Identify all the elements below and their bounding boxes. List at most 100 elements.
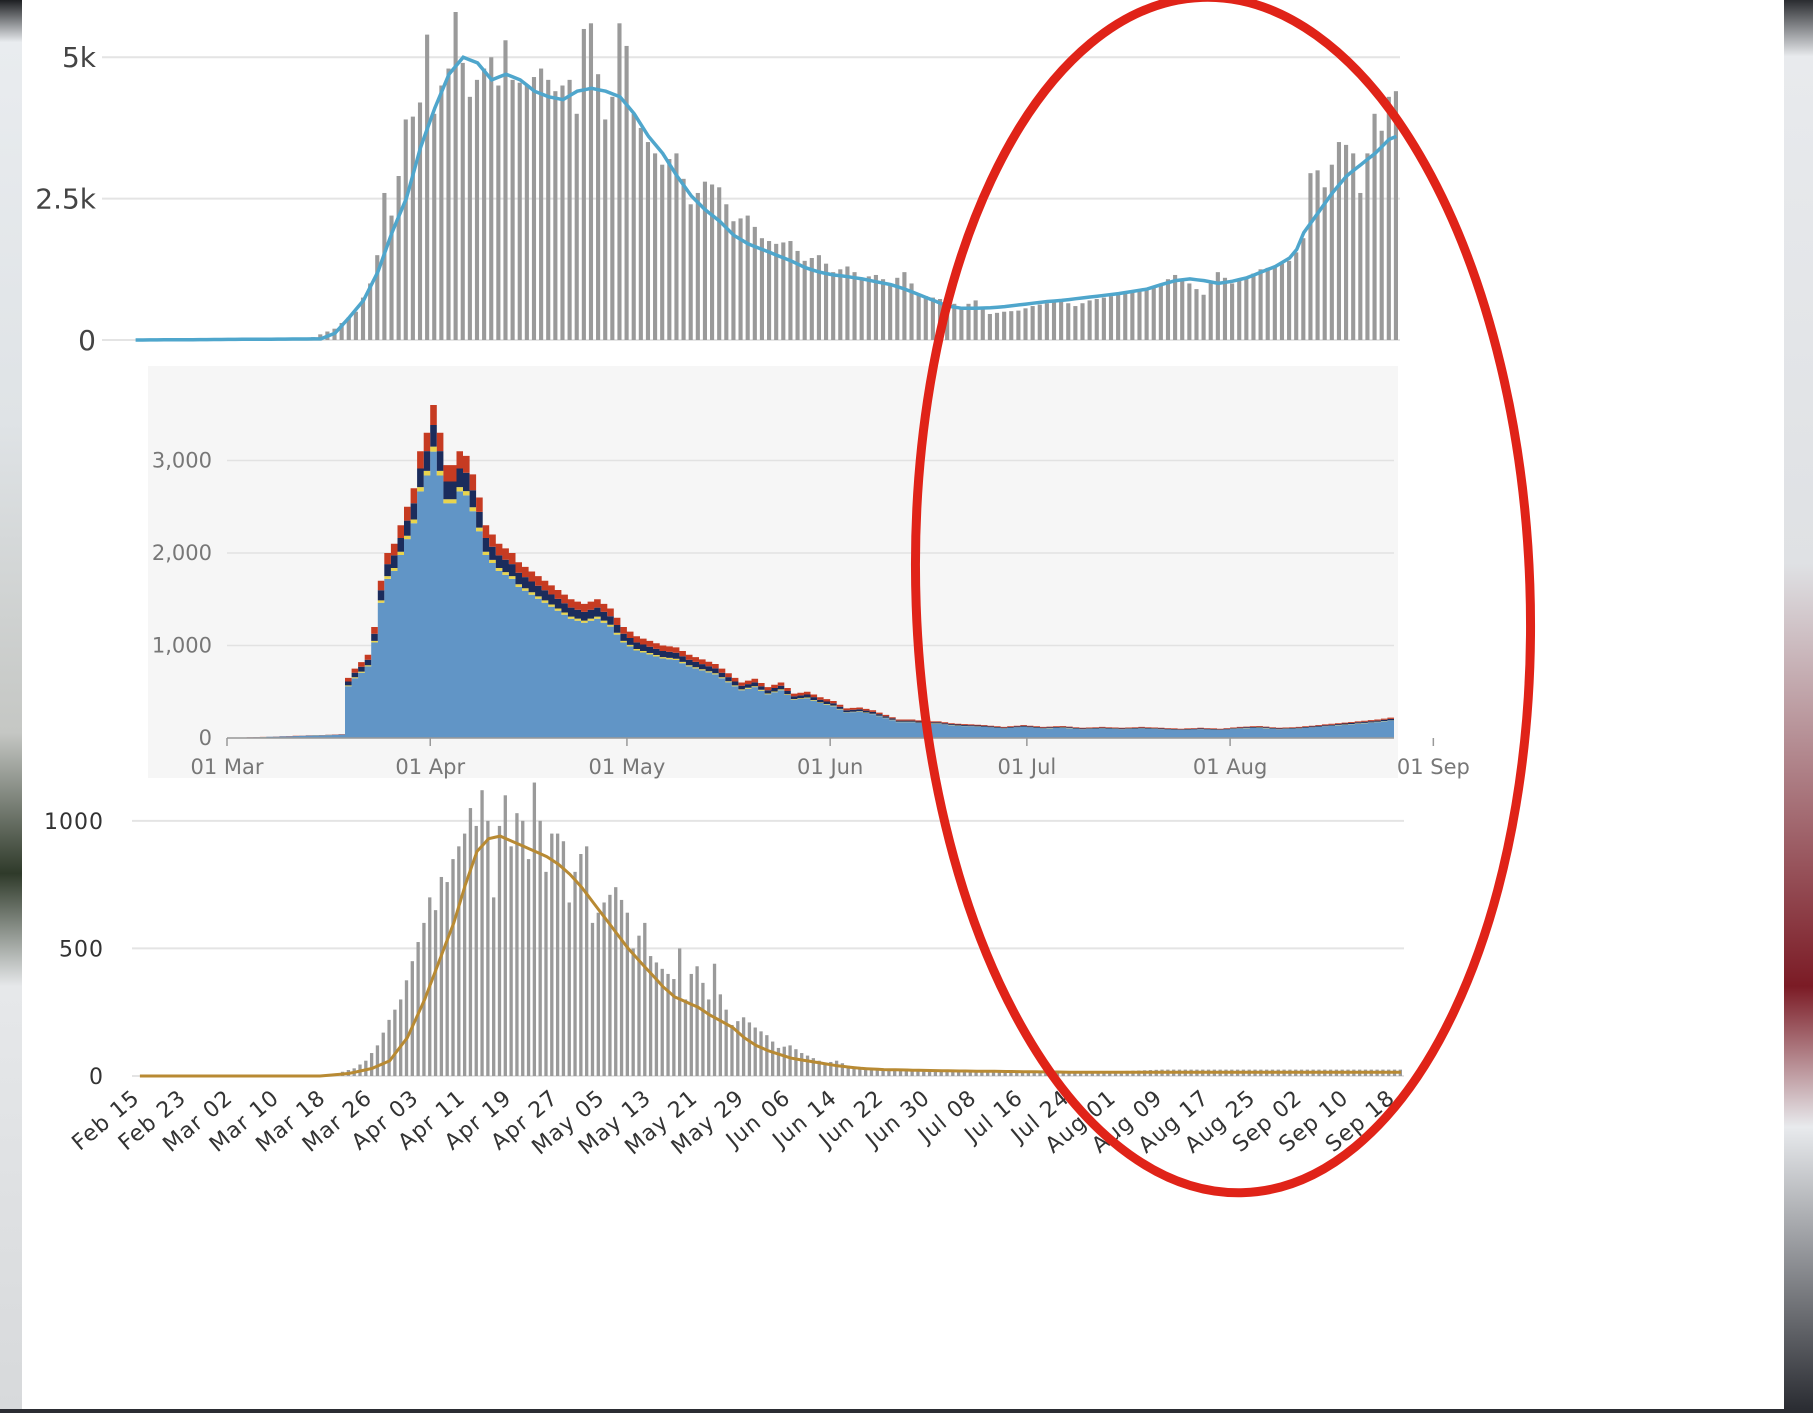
bottom-bar	[863, 1068, 868, 1076]
top-bar	[1059, 300, 1064, 340]
top-bar	[1087, 300, 1092, 340]
top-bar	[1023, 308, 1028, 340]
top-bar	[1244, 277, 1249, 340]
top-bar	[1222, 277, 1228, 340]
top-bar	[923, 296, 928, 340]
bottom-bar	[619, 899, 624, 1076]
top-bar	[467, 96, 472, 341]
top-bar	[1344, 144, 1349, 340]
top-bar	[645, 142, 651, 340]
bottom-bar	[701, 982, 705, 1076]
top-bar	[866, 276, 871, 340]
top-bar	[453, 12, 458, 340]
bottom-bar	[788, 1045, 792, 1076]
chart-canvas: 0 2.5k 5k 0 1,000 2,000 3,000 01 Mar 01 Apr 01 …	[35, 0, 1536, 1198]
middle-x-tick-label: 01 Jul	[997, 755, 1056, 779]
top-bar	[916, 294, 921, 340]
middle-y-tick-label: 3,000	[152, 449, 212, 473]
top-bar	[1315, 170, 1320, 340]
bottom-bar	[544, 871, 548, 1076]
bottom-bar	[1096, 1071, 1100, 1076]
top-bar	[1130, 291, 1135, 340]
top-bar	[1379, 130, 1384, 340]
top-bar	[603, 119, 608, 340]
top-bar	[460, 62, 465, 341]
top-bar	[1123, 293, 1128, 340]
bottom-bar	[1055, 1072, 1060, 1076]
bottom-bar	[945, 1070, 949, 1076]
top-bar	[1294, 252, 1299, 340]
bottom-bar	[526, 859, 531, 1076]
top-bar	[1265, 267, 1270, 340]
bottom-bar	[1015, 1072, 1019, 1076]
top-bar	[1108, 296, 1114, 340]
chart-panel: 0 2.5k 5k 0 1,000 2,000 3,000 01 Mar 01 Apr 01 …	[22, 0, 1784, 1409]
bottom-bar	[433, 910, 438, 1076]
top-bar	[1386, 96, 1391, 341]
top-bar	[517, 82, 522, 341]
bottom-bar	[521, 820, 525, 1076]
top-bar	[702, 181, 708, 340]
top-bar	[717, 187, 722, 340]
bottom-bar	[585, 846, 589, 1076]
bottom-bar	[951, 1070, 955, 1076]
bottom-bar	[997, 1071, 1001, 1076]
bottom-bar	[747, 1022, 752, 1076]
top-bar	[346, 317, 351, 340]
top-chart: 0 2.5k 5k	[35, 12, 1400, 357]
bottom-bar	[492, 897, 496, 1076]
top-bar	[994, 312, 1000, 340]
top-moving-average-line	[135, 55, 1398, 342]
bottom-bar	[956, 1071, 961, 1076]
top-bar	[1194, 289, 1199, 340]
top-bar	[688, 204, 693, 340]
bottom-bar	[933, 1070, 938, 1076]
top-bar	[1066, 303, 1071, 340]
bottom-bar	[369, 1053, 374, 1076]
bottom-bar	[1090, 1071, 1094, 1076]
top-bar	[368, 283, 373, 340]
bottom-bar	[439, 876, 444, 1076]
bottom-bar	[823, 1063, 827, 1076]
bottom-bar	[550, 833, 554, 1076]
top-bar	[859, 277, 864, 340]
top-bar	[1237, 280, 1242, 340]
middle-area-layer-0	[227, 451, 1394, 738]
top-bar	[852, 272, 857, 340]
top-bar	[1101, 297, 1106, 340]
bottom-bar	[968, 1071, 972, 1076]
middle-chart: 0 1,000 2,000 3,000 01 Mar 01 Apr 01 May 01 Ju…	[148, 366, 1470, 779]
top-bar	[1116, 294, 1121, 340]
top-bar	[574, 113, 579, 340]
top-bar	[1322, 187, 1327, 340]
top-bar	[339, 323, 344, 340]
top-bar	[781, 242, 786, 340]
top-bar	[695, 192, 700, 340]
top-bar	[973, 300, 978, 340]
bottom-bar	[648, 956, 653, 1076]
top-bar	[1073, 306, 1078, 340]
top-bar	[439, 85, 444, 340]
bottom-bar	[858, 1068, 862, 1076]
top-bar	[738, 218, 743, 340]
bottom-bar	[927, 1070, 932, 1076]
bottom-bar	[683, 999, 688, 1076]
bottom-bar	[1044, 1072, 1048, 1076]
bottom-bar	[939, 1070, 943, 1076]
bottom-bar	[718, 994, 723, 1076]
bottom-bar	[1026, 1072, 1031, 1076]
bottom-bar	[561, 841, 566, 1076]
top-bar	[1137, 290, 1142, 340]
bottom-bar	[811, 1058, 815, 1076]
bottom-bar	[771, 1041, 775, 1076]
bottom-bar	[468, 808, 473, 1076]
top-bar	[1393, 91, 1398, 340]
top-bar	[410, 116, 415, 340]
top-bar	[425, 34, 430, 340]
top-bar	[788, 241, 793, 340]
bottom-bar	[1079, 1071, 1083, 1076]
bottom-moving-average-line	[139, 834, 1402, 1078]
bottom-bar	[393, 1009, 397, 1076]
bottom-bar	[1073, 1072, 1077, 1076]
